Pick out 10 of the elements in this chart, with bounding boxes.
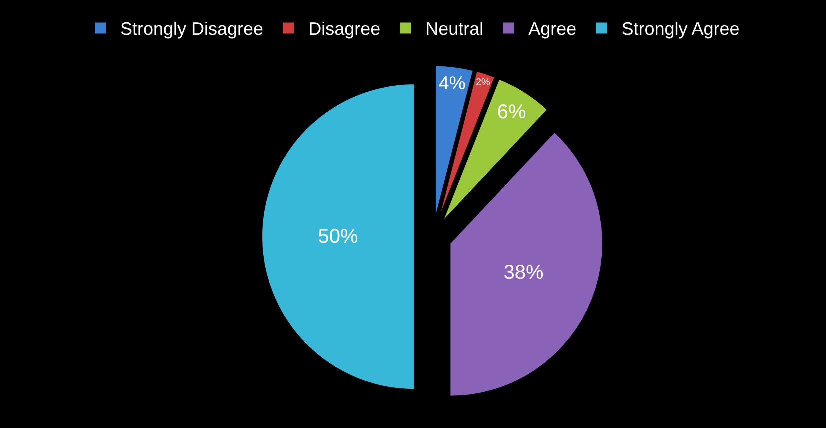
legend-label: Neutral [426, 19, 484, 40]
legend-label: Disagree [308, 19, 381, 40]
data-label: 38% [504, 262, 544, 284]
legend-label: Agree [528, 19, 577, 40]
legend-label: Strongly Agree [622, 19, 740, 40]
legend-label: Strongly Disagree [120, 19, 264, 40]
data-label: 4% [438, 72, 466, 94]
data-label: 6% [497, 102, 526, 124]
data-label: 50% [318, 226, 359, 248]
data-label: 2% [476, 78, 491, 89]
